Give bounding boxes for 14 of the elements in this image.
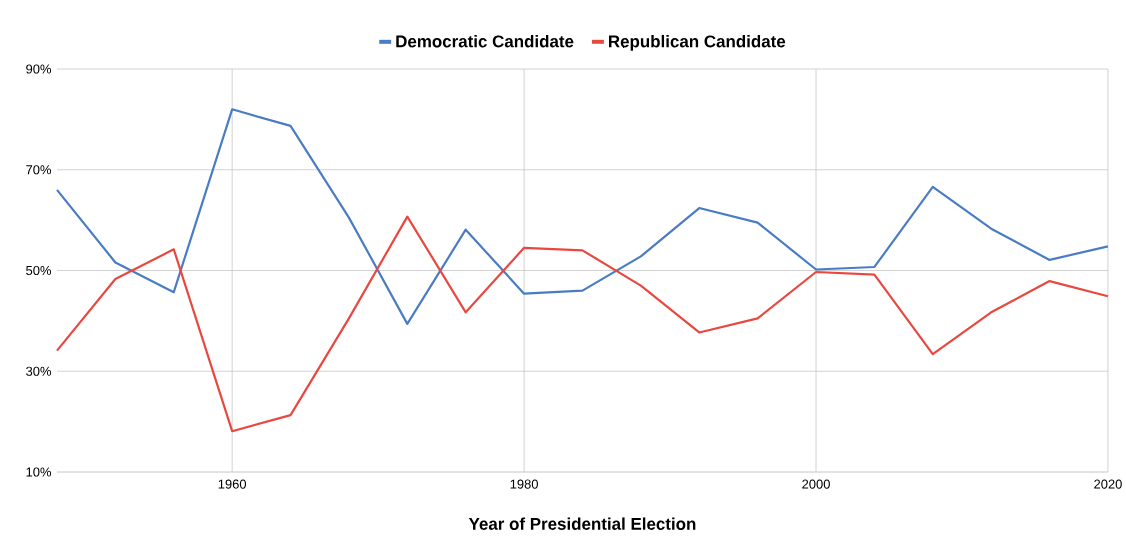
legend-label: Republican Candidate <box>609 34 786 51</box>
y-tick-label: 10% <box>26 467 52 477</box>
x-tick-label: 2000 <box>802 479 830 489</box>
legend-label: Democratic Candidate <box>396 34 574 48</box>
y-tick-label: 90% <box>26 64 52 74</box>
y-tick-label: 30% <box>26 366 52 376</box>
x-tick-label: 1980 <box>510 479 538 489</box>
y-tick-label: 50% <box>26 265 52 276</box>
x-axis-title: Year of Presidential Election <box>468 517 696 530</box>
x-tick-label: 2020 <box>1094 479 1122 489</box>
line-series <box>55 108 1110 325</box>
x-tick-label: 1960 <box>218 479 247 489</box>
line-series <box>55 215 1110 433</box>
y-tick-label: 70% <box>26 165 52 175</box>
